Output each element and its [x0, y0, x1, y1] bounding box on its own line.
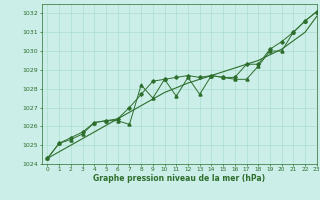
X-axis label: Graphe pression niveau de la mer (hPa): Graphe pression niveau de la mer (hPa) — [93, 174, 265, 183]
